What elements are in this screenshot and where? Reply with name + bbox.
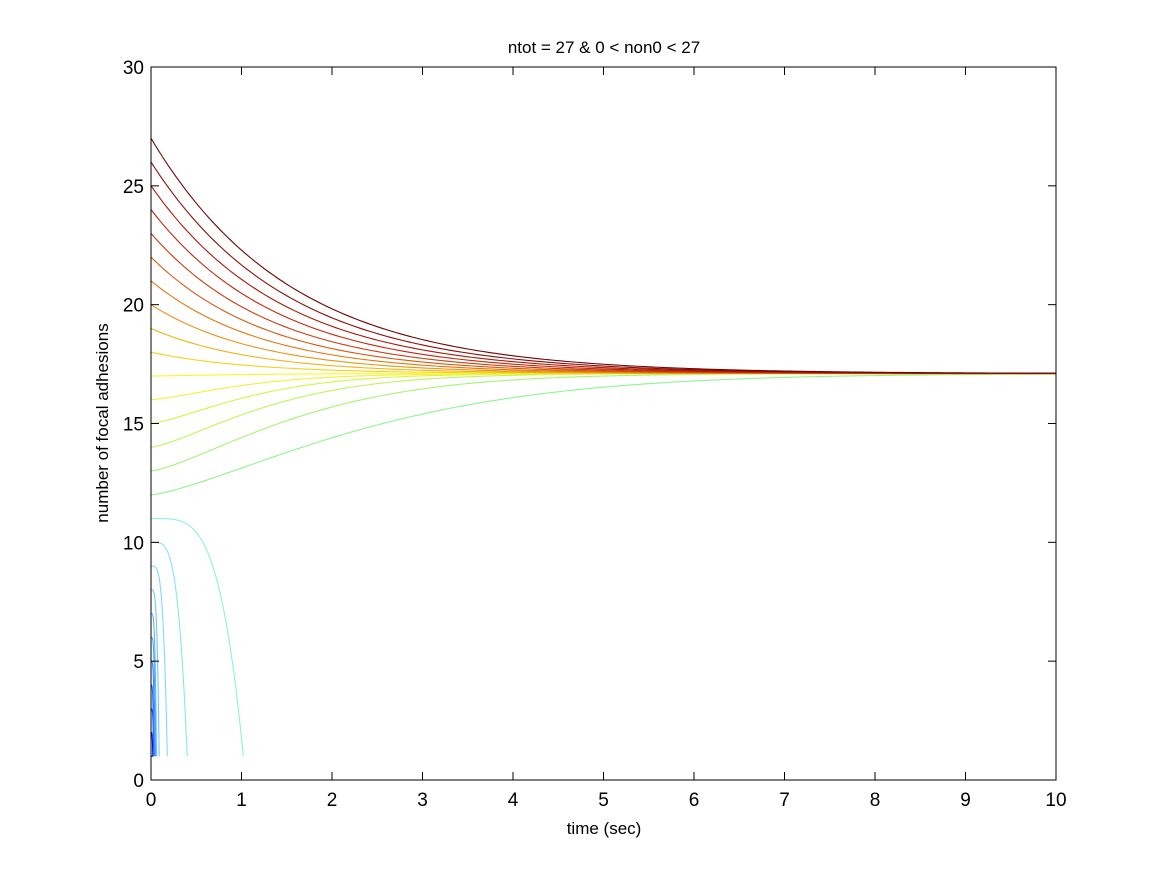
series-line-start-6	[151, 636, 157, 757]
series-line-start-7	[151, 613, 157, 757]
x-tick-label: 4	[508, 790, 519, 811]
x-axis-label: time (sec)	[567, 819, 642, 838]
series-line-start-22	[150, 256, 1057, 375]
y-axis-label: number of focal adhesions	[93, 323, 112, 522]
y-tick-label: 20	[123, 296, 144, 317]
y-tick-label: 0	[133, 771, 144, 792]
x-tick-label: 1	[236, 790, 247, 811]
y-tick-label: 30	[123, 58, 144, 79]
y-tick-label: 10	[123, 533, 144, 554]
series-layer	[150, 138, 1057, 757]
series-line-start-24	[150, 209, 1056, 375]
series-line-start-27	[150, 138, 1057, 374]
series-line-start-12	[150, 373, 1057, 496]
series-line-start-23	[150, 233, 1056, 375]
x-tick-label: 9	[960, 790, 971, 811]
x-tick-label: 2	[327, 790, 338, 811]
x-tick-label: 7	[779, 790, 790, 811]
series-line-start-20	[150, 304, 1056, 375]
series-line-start-26	[150, 161, 1057, 374]
chart-title: ntot = 27 & 0 < non0 < 27	[508, 38, 700, 57]
x-tick-label: 0	[146, 790, 157, 811]
series-line-start-14	[150, 373, 1056, 448]
y-axis: 0 5 10 15 20 25 30	[123, 58, 1056, 792]
plot-frame	[150, 66, 1057, 781]
series-line-start-8	[151, 589, 160, 757]
series-line-start-15	[150, 373, 1056, 425]
x-axis: 0 1 2 3 4 5 6 7 8 9 10	[146, 67, 1067, 811]
x-tick-label: 10	[1045, 790, 1066, 811]
y-tick-label: 25	[123, 177, 144, 198]
x-tick-label: 3	[417, 790, 428, 811]
series-line-start-19	[150, 327, 1056, 375]
y-tick-label: 15	[123, 415, 144, 436]
y-tick-label: 5	[133, 652, 144, 673]
x-tick-label: 8	[870, 790, 881, 811]
x-tick-label: 6	[689, 790, 700, 811]
series-line-start-9	[151, 565, 168, 757]
x-tick-label: 5	[598, 790, 609, 811]
series-line-start-11	[151, 518, 244, 757]
